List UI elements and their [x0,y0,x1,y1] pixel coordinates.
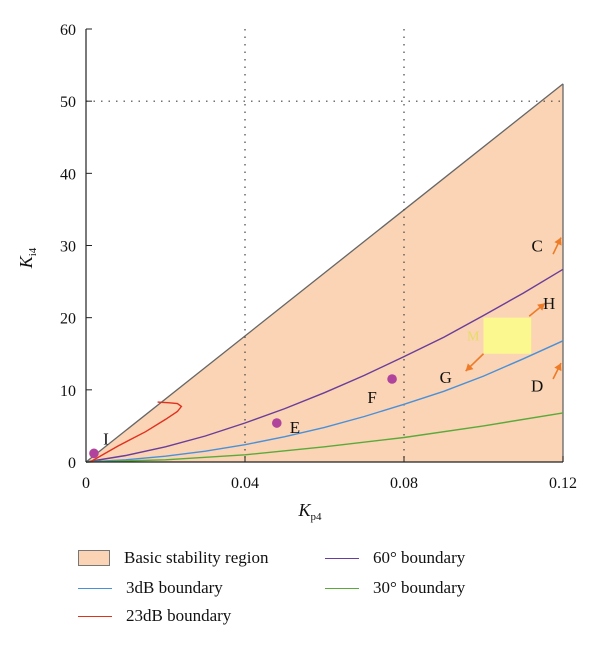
series-60-boundary [85,268,564,463]
chart-canvas: M C H G D I E F 0 10 20 30 40 50 60 0 0.04 0.08 0.12 Kp4… [16,22,577,523]
label-g: G [440,368,452,387]
legend-label: Basic stability region [124,548,269,567]
legend-item-60-boundary: 60° boundary [325,546,465,570]
series-layer: M [85,268,564,463]
point-label-i: I [103,429,109,448]
legend-item-3db-boundary: 3dB boundary [78,576,223,600]
y-axis-label: Ki4 [16,247,39,269]
y-tick-label: 40 [60,166,76,183]
legend-label: 30° boundary [373,578,466,597]
arrow-head [554,237,562,246]
axes: 0 10 20 30 40 50 60 0 0.04 0.08 0.12 [60,22,577,492]
arrow-c [552,237,562,255]
legend-label: 60° boundary [373,548,466,567]
arrow-head [554,363,562,372]
legend-label: 23dB boundary [126,606,232,625]
legend-item-basic-stability-region: Basic stability region [78,546,268,570]
legend-item-23db-boundary: 23dB boundary [78,604,231,628]
grid-lines [86,29,563,462]
legend-swatch [78,550,110,566]
legend-swatch [325,557,359,559]
marker-layer: C H G D I E F [89,237,562,459]
x-tick-label: 0.08 [390,475,418,492]
y-tick-label: 50 [60,94,76,111]
y-tick-label: 30 [60,239,76,256]
x-tick-label: 0.12 [549,475,577,492]
legend-item-30-boundary: 30° boundary [325,576,465,600]
point-i [89,448,99,459]
y-tick-label: 60 [60,22,76,39]
plot-area [85,83,564,463]
x-axis-label: Kp4 [297,500,322,523]
point-f [387,374,397,384]
legend-swatch [325,587,359,589]
legend-swatch [78,615,112,617]
x-tick-label: 0.04 [231,475,259,492]
arrow-g [465,353,485,372]
label-d: D [531,377,543,396]
y-tick-label: 10 [60,383,76,400]
legend-label: 3dB boundary [126,578,223,597]
label-h: H [543,294,555,313]
series-3db-boundary [85,340,564,463]
series-30-boundary [85,412,564,463]
point-label-f: F [367,388,376,407]
arrow-head [537,303,546,311]
highlight-label: M [467,330,480,345]
point-label-e: E [290,418,300,437]
arrow-head [465,363,474,372]
legend-swatch [78,587,112,589]
point-e [272,418,282,428]
label-c: C [531,237,542,256]
series-23db-boundary [89,401,183,463]
x-tick-label: 0 [82,475,90,492]
arrow-d [552,362,562,380]
stability-region-edge [85,83,564,463]
arrow-h [528,302,546,317]
y-tick-label: 0 [68,455,76,472]
highlight-region-m [483,317,532,354]
y-tick-label: 20 [60,311,76,328]
